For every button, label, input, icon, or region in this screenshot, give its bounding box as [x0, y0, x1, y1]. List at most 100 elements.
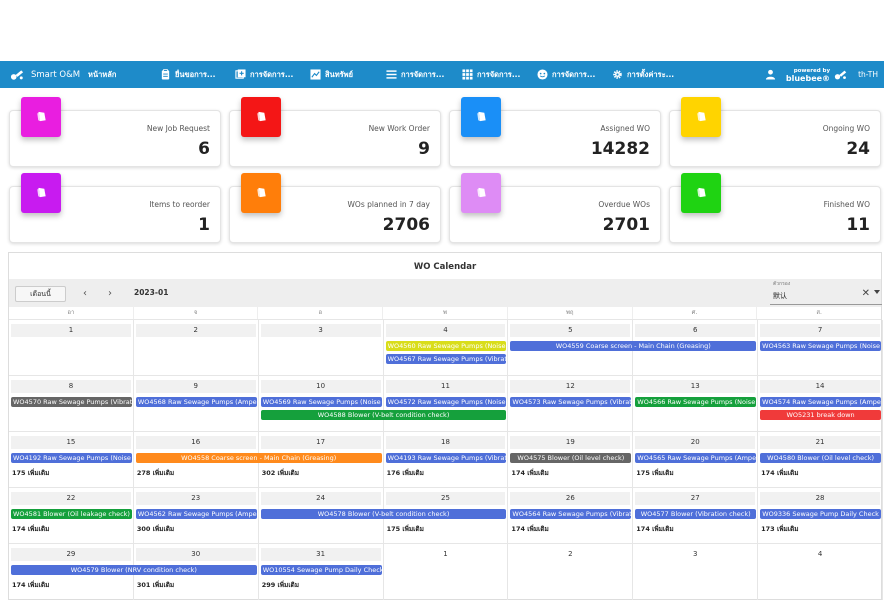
more-events-link[interactable]: 301 เพิ่มเติม: [136, 581, 175, 589]
work-order-event[interactable]: WO10554 Sewage Pump Daily Check: [260, 565, 382, 575]
work-order-event[interactable]: WO4563 Raw Sewage Pumps (Noise check): [760, 341, 881, 351]
work-order-event[interactable]: WO4564 Raw Sewage Pumps (Vibration check…: [510, 509, 632, 519]
locale-selector[interactable]: th-TH: [858, 70, 878, 79]
calendar-day-cell[interactable]: 18: [384, 432, 509, 488]
work-order-event[interactable]: WO4572 Raw Sewage Pumps (Noise check): [385, 397, 507, 407]
calendar-day-cell[interactable]: 2: [134, 320, 259, 376]
kpi-card[interactable]: Finished WO 11: [669, 173, 881, 243]
calendar-day-cell[interactable]: 1: [9, 320, 134, 376]
work-order-event[interactable]: WO4562 Raw Sewage Pumps (Amperage check): [135, 509, 257, 519]
more-events-link[interactable]: 174 เพิ่มเติม: [511, 525, 549, 533]
calendar-day-cell[interactable]: 11: [384, 376, 509, 432]
filter-select[interactable]: ตัวกรอง 默认 ✕: [770, 279, 882, 305]
card-value: 1: [198, 215, 210, 235]
more-events-link[interactable]: 173 เพิ่มเติม: [761, 525, 799, 533]
work-order-event[interactable]: WO4192 Raw Sewage Pumps (Noise check): [11, 453, 132, 463]
calendar-day-cell[interactable]: 17: [259, 432, 384, 488]
calendar-day-cell[interactable]: 12: [508, 376, 634, 432]
nav-item-7[interactable]: การตั้งค่าระ...: [612, 61, 694, 88]
calendar-day-cell[interactable]: 26: [508, 488, 634, 544]
work-order-event[interactable]: WO4566 Raw Sewage Pumps (Noise check): [635, 397, 757, 407]
work-order-event[interactable]: WO9336 Sewage Pump Daily Check: [760, 509, 881, 519]
calendar-day-cell[interactable]: 14: [758, 376, 883, 432]
calendar-day-cell[interactable]: 10: [259, 376, 384, 432]
more-events-link[interactable]: 174 เพิ่มเติม: [511, 469, 549, 477]
calendar-day-cell[interactable]: 20: [633, 432, 759, 488]
more-events-link[interactable]: 174 เพิ่มเติม: [12, 525, 50, 533]
calendar-day-cell[interactable]: 28: [758, 488, 883, 544]
calendar-day-cell[interactable]: 21: [758, 432, 883, 488]
calendar-day-cell[interactable]: 30: [134, 544, 259, 600]
nav-item-6[interactable]: การจัดการ...: [537, 61, 612, 88]
more-events-link[interactable]: 278 เพิ่มเติม: [136, 469, 175, 477]
calendar-day-cell[interactable]: 25: [384, 488, 509, 544]
more-events-link[interactable]: 174 เพิ่มเติม: [636, 525, 674, 533]
kpi-card[interactable]: Overdue WOs 2701: [449, 173, 661, 243]
work-order-event[interactable]: WO4193 Raw Sewage Pumps (Vibration check…: [385, 453, 507, 463]
work-order-event[interactable]: WO4565 Raw Sewage Pumps (Amperage check): [635, 453, 757, 463]
calendar-day-cell[interactable]: 1: [384, 544, 509, 600]
kpi-card[interactable]: New Work Order 9: [229, 97, 441, 167]
work-order-event[interactable]: WO5231 break down: [760, 410, 881, 420]
work-order-event[interactable]: WO4569 Raw Sewage Pumps (Noise check): [260, 397, 382, 407]
kpi-card[interactable]: New Job Request 6: [9, 97, 221, 167]
work-order-event[interactable]: WO4568 Raw Sewage Pumps (Amperage check): [135, 397, 257, 407]
more-events-link[interactable]: 299 เพิ่มเติม: [261, 581, 300, 589]
calendar-day-cell[interactable]: 7: [758, 320, 883, 376]
calendar-day-cell[interactable]: 31: [259, 544, 384, 600]
work-order-event[interactable]: WO4559 Coarse screen - Main Chain (Greas…: [510, 341, 757, 351]
work-order-event[interactable]: WO4579 Blower (NRV condition check): [11, 565, 257, 575]
work-order-event[interactable]: WO4578 Blower (V-belt condition check): [260, 509, 507, 519]
more-events-link[interactable]: 174 เพิ่มเติม: [12, 581, 50, 589]
nav-item-2[interactable]: การจัดการ...: [235, 61, 310, 88]
calendar-day-cell[interactable]: 13: [633, 376, 759, 432]
calendar-day-cell[interactable]: 19: [508, 432, 634, 488]
more-events-link[interactable]: 300 เพิ่มเติม: [136, 525, 175, 533]
next-month-icon[interactable]: ›: [108, 287, 112, 299]
calendar-day-cell[interactable]: 3: [633, 544, 759, 600]
work-order-event[interactable]: WO4577 Blower (Vibration check): [635, 509, 757, 519]
calendar-day-cell[interactable]: 8: [9, 376, 134, 432]
more-events-link[interactable]: 175 เพิ่มเติม: [12, 469, 50, 477]
work-order-event[interactable]: WO4581 Blower (Oil leakage check): [11, 509, 132, 519]
kpi-card[interactable]: Assigned WO 14282: [449, 97, 661, 167]
calendar-day-cell[interactable]: 3: [259, 320, 384, 376]
nav-item-5[interactable]: การจัดการ...: [462, 61, 537, 88]
more-events-link[interactable]: 302 เพิ่มเติม: [261, 469, 300, 477]
work-order-event[interactable]: WO4567 Raw Sewage Pumps (Vibration check…: [385, 354, 507, 364]
brand[interactable]: Smart O&M: [10, 69, 88, 81]
calendar-day-cell[interactable]: 9: [134, 376, 259, 432]
work-order-event[interactable]: WO4560 Raw Sewage Pumps (Noise check): [385, 341, 507, 351]
this-month-button[interactable]: เดือนนี้: [15, 286, 66, 302]
work-order-event[interactable]: WO4558 Coarse screen - Main Chain (Greas…: [135, 453, 382, 463]
nav-item-1[interactable]: ยื่นขอการ...: [160, 61, 235, 88]
calendar-day-cell[interactable]: 2: [508, 544, 634, 600]
calendar-day-cell[interactable]: 22: [9, 488, 134, 544]
work-order-event[interactable]: WO4574 Raw Sewage Pumps (Amperage check): [760, 397, 881, 407]
prev-month-icon[interactable]: ‹: [83, 287, 87, 299]
kpi-card[interactable]: Ongoing WO 24: [669, 97, 881, 167]
more-events-link[interactable]: 176 เพิ่มเติม: [386, 469, 424, 477]
kpi-card[interactable]: Items to reorder 1: [9, 173, 221, 243]
kpi-card[interactable]: WOs planned in 7 day 2706: [229, 173, 441, 243]
calendar-day-cell[interactable]: 4: [758, 544, 883, 600]
work-order-event[interactable]: WO4580 Blower (Oil level check): [760, 453, 881, 463]
nav-item-4[interactable]: การจัดการ...: [386, 61, 462, 88]
nav-item-3[interactable]: สินทรัพย์: [310, 61, 386, 88]
calendar-day-cell[interactable]: 27: [633, 488, 759, 544]
nav-home[interactable]: หน้าหลัก: [88, 61, 160, 88]
work-order-event[interactable]: WO4570 Raw Sewage Pumps (Vibration check…: [11, 397, 132, 407]
work-order-event[interactable]: WO4588 Blower (V-belt condition check): [260, 410, 507, 420]
more-events-link[interactable]: 175 เพิ่มเติม: [386, 525, 424, 533]
dropdown-arrow-icon[interactable]: [874, 290, 880, 294]
calendar-day-cell[interactable]: 6: [633, 320, 759, 376]
clear-filter-icon[interactable]: ✕: [861, 288, 870, 299]
calendar-day-cell[interactable]: 4: [384, 320, 509, 376]
more-events-link[interactable]: 174 เพิ่มเติม: [761, 469, 799, 477]
user-icon[interactable]: [765, 69, 776, 80]
calendar-day-cell[interactable]: 23: [134, 488, 259, 544]
more-events-link[interactable]: 175 เพิ่มเติม: [636, 469, 674, 477]
work-order-event[interactable]: WO4573 Raw Sewage Pumps (Vibration check…: [510, 397, 632, 407]
calendar-day-cell[interactable]: 15: [9, 432, 134, 488]
work-order-event[interactable]: WO4575 Blower (Oil level check): [510, 453, 632, 463]
